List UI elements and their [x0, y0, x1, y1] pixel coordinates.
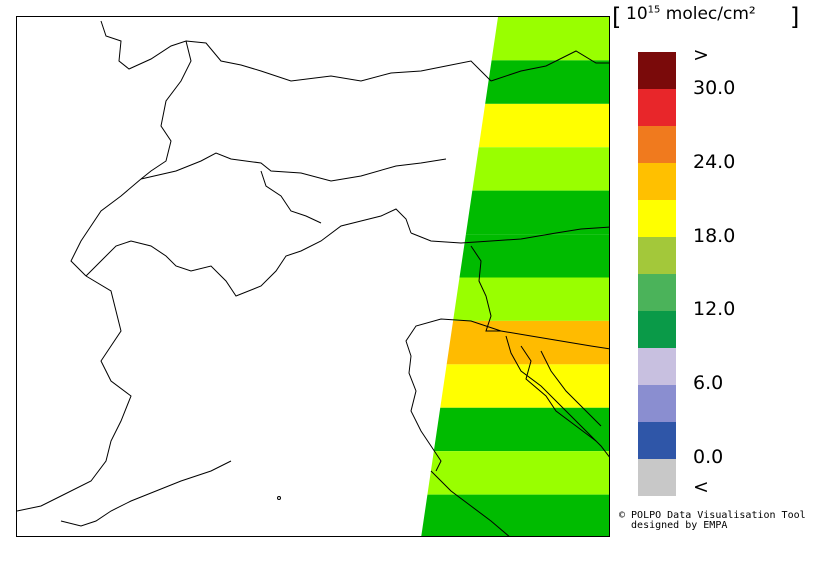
unit-base: 10	[626, 4, 648, 24]
swath-band-9	[433, 407, 609, 452]
border-switzerland-south	[85, 208, 412, 297]
swath-band-10	[427, 451, 609, 495]
coast-croatia	[505, 335, 609, 458]
coast-ligurian	[60, 460, 232, 527]
country-borders	[17, 20, 609, 536]
unit-bracket-left: [	[612, 3, 622, 31]
swath-band-1	[485, 60, 609, 104]
border-switzerland-east	[260, 170, 322, 224]
legend-label-18: 18.0	[693, 225, 736, 247]
legend-box-6	[638, 274, 676, 311]
border-austria-north	[490, 50, 609, 82]
swath-band-11	[421, 494, 609, 536]
legend-label-below: <	[693, 476, 709, 498]
legend-box-5	[638, 237, 676, 274]
island-marker	[277, 496, 281, 500]
swath-band-4	[465, 190, 609, 235]
legend-box-1	[638, 89, 676, 126]
border-france-germany	[100, 20, 192, 180]
islands-croatia	[520, 345, 602, 442]
unit-exponent: 15	[647, 4, 661, 16]
swath-band-2	[478, 103, 609, 148]
legend-box-8	[638, 348, 676, 385]
legend-label-30: 30.0	[693, 77, 736, 99]
credit-line-1: © POLPO Data Visualisation Tool	[619, 510, 806, 521]
legend-box-2	[638, 126, 676, 163]
swath-band-8	[440, 364, 609, 408]
map-frame	[16, 16, 610, 537]
coast-italy-adriatic	[405, 318, 502, 472]
border-france-italy	[17, 275, 132, 512]
border-italy-inland	[430, 470, 510, 536]
credit-line-2: designed by EMPA	[619, 520, 728, 531]
legend-label-12: 12.0	[693, 298, 736, 320]
legend-box-0	[638, 52, 676, 89]
swath-band-5	[459, 234, 609, 278]
colorbar	[638, 52, 676, 496]
legend-label-24: 24.0	[693, 151, 736, 173]
border-slovenia-croatia	[500, 330, 609, 350]
unit-bracket-right: ]	[790, 3, 800, 31]
swath-band-0	[491, 17, 609, 61]
map-canvas	[17, 17, 609, 536]
border-switzerland-north	[140, 152, 447, 182]
legend-box-9	[638, 385, 676, 422]
border-italy-slovenia	[470, 245, 501, 332]
legend-label-0: 0.0	[693, 446, 724, 468]
swath-band-6	[453, 277, 609, 321]
border-switzerland-west	[70, 178, 142, 277]
swath-band-3	[472, 147, 609, 191]
legend-unit: 1015 molec/cm²	[626, 4, 756, 24]
border-austria-italy	[410, 226, 609, 244]
credit-text: © POLPO Data Visualisation Tool designed…	[619, 511, 806, 531]
unit-name: molec/cm²	[660, 4, 756, 24]
legend-box-3	[638, 163, 676, 200]
legend-label-above: >	[693, 44, 709, 66]
legend-box-4	[638, 200, 676, 237]
legend-label-6: 6.0	[693, 372, 724, 394]
satellite-swath	[421, 17, 609, 536]
legend-box-10	[638, 422, 676, 459]
swath-band-7	[446, 320, 609, 365]
border-germany-austria	[185, 40, 492, 82]
legend-box-7	[638, 311, 676, 348]
legend-box-11	[638, 459, 676, 496]
